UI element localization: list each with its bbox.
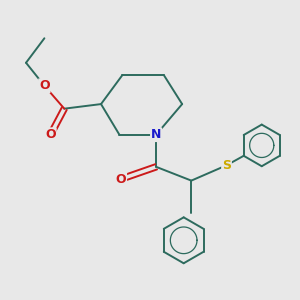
Text: O: O bbox=[45, 128, 56, 141]
Text: O: O bbox=[39, 79, 50, 92]
Text: N: N bbox=[151, 128, 161, 141]
Text: O: O bbox=[116, 172, 126, 186]
Text: S: S bbox=[222, 159, 231, 172]
